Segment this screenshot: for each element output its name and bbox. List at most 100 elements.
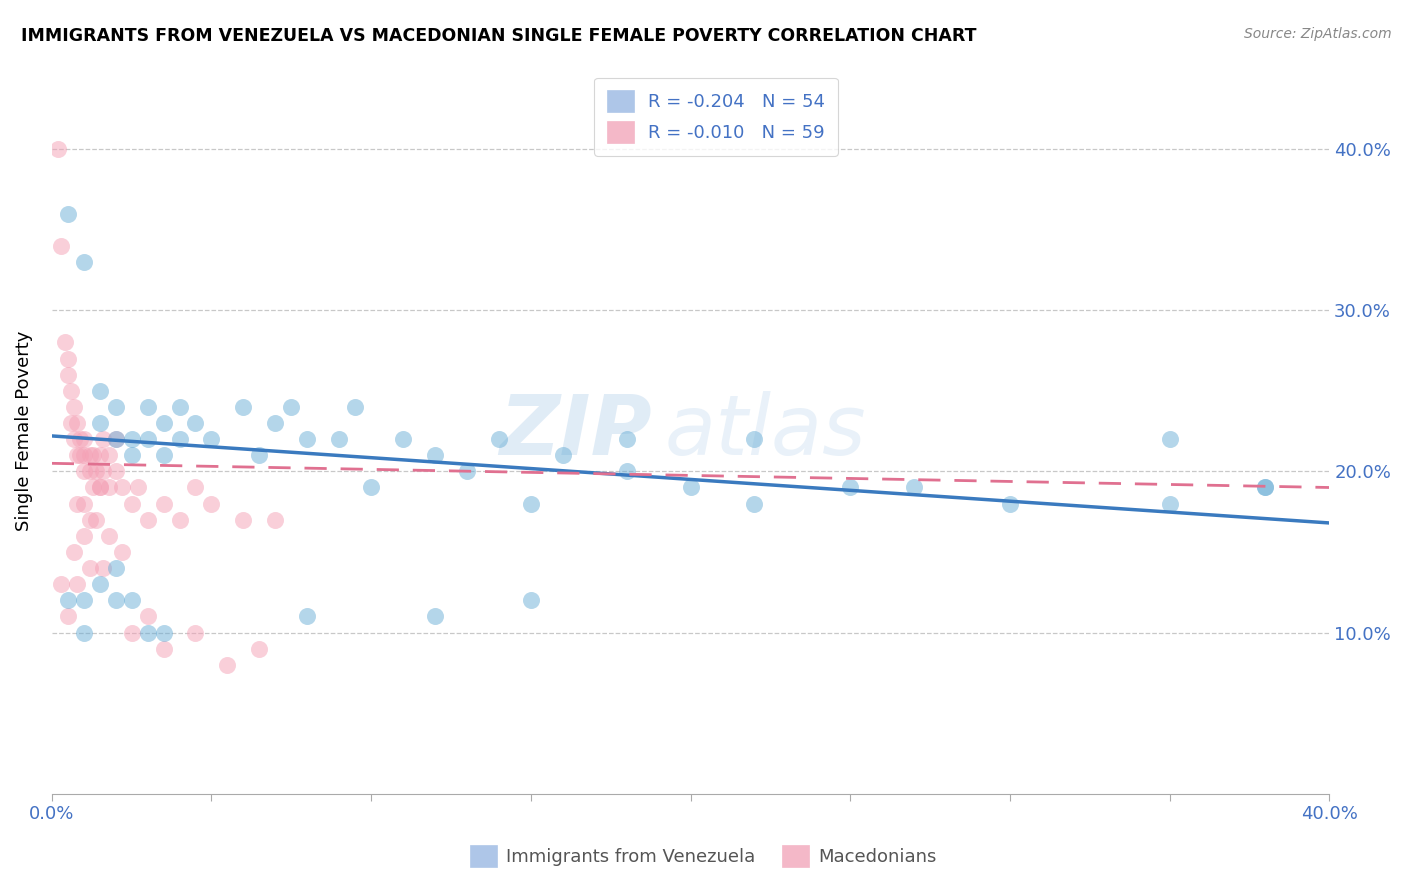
Point (1159, 497, 1181, 511)
Point (136, 513, 159, 527)
Point (280, 400, 302, 414)
Point (91, 561, 114, 575)
Point (73, 255, 96, 269)
Legend: R = -0.204   N = 54, R = -0.010   N = 59: R = -0.204 N = 54, R = -0.010 N = 59 (595, 78, 838, 156)
Point (104, 432, 127, 446)
Point (79, 561, 101, 575)
Point (423, 609, 446, 624)
Point (56, 206, 79, 220)
Point (98, 529, 121, 543)
Point (121, 497, 143, 511)
Point (488, 432, 510, 446)
Point (344, 400, 367, 414)
Point (423, 448, 446, 462)
Point (152, 497, 174, 511)
Point (89, 481, 111, 495)
Point (136, 432, 159, 446)
Point (63, 400, 86, 414)
Point (232, 400, 254, 414)
Point (86, 513, 108, 527)
Point (169, 400, 191, 414)
Point (247, 641, 270, 656)
Point (104, 464, 127, 478)
Point (152, 448, 174, 462)
Point (152, 416, 174, 430)
Point (136, 625, 159, 640)
Point (136, 400, 159, 414)
Point (104, 432, 127, 446)
Point (86, 464, 108, 478)
Point (79, 448, 101, 462)
Point (82, 481, 104, 495)
Point (152, 625, 174, 640)
Point (91, 432, 114, 446)
Point (264, 513, 287, 527)
Point (89, 481, 111, 495)
Point (169, 513, 191, 527)
Point (59, 416, 82, 430)
Point (111, 545, 134, 559)
Point (903, 481, 925, 495)
Point (679, 481, 702, 495)
Point (73, 432, 96, 446)
Point (66, 416, 89, 430)
Point (392, 432, 415, 446)
Point (121, 432, 143, 446)
Point (520, 593, 543, 607)
Point (1254, 481, 1277, 495)
Point (551, 448, 574, 462)
Point (232, 513, 254, 527)
Point (217, 657, 239, 672)
Point (59, 384, 82, 398)
Point (82, 448, 104, 462)
Text: IMMIGRANTS FROM VENEZUELA VS MACEDONIAN SINGLE FEMALE POVERTY CORRELATION CHART: IMMIGRANTS FROM VENEZUELA VS MACEDONIAN … (21, 27, 977, 45)
Text: atlas: atlas (665, 391, 866, 472)
Point (104, 593, 127, 607)
Point (98, 481, 121, 495)
Point (328, 432, 350, 446)
Point (46, 142, 69, 156)
Point (56, 368, 79, 382)
Point (51, 239, 73, 253)
Point (56, 593, 79, 607)
Point (360, 481, 382, 495)
Point (91, 464, 114, 478)
Point (200, 497, 222, 511)
Legend: Immigrants from Venezuela, Macedonians: Immigrants from Venezuela, Macedonians (463, 838, 943, 874)
Point (73, 448, 96, 462)
Point (73, 497, 96, 511)
Point (66, 497, 89, 511)
Point (184, 481, 207, 495)
Point (121, 448, 143, 462)
Point (111, 481, 134, 495)
Point (152, 641, 174, 656)
Point (1159, 432, 1181, 446)
Point (127, 481, 149, 495)
Point (297, 432, 319, 446)
Point (73, 625, 96, 640)
Point (121, 625, 143, 640)
Point (89, 448, 111, 462)
Point (56, 609, 79, 624)
Point (73, 529, 96, 543)
Point (51, 577, 73, 591)
Point (456, 464, 478, 478)
Point (89, 416, 111, 430)
Point (520, 497, 543, 511)
Point (56, 351, 79, 366)
Point (1254, 481, 1277, 495)
Point (744, 432, 766, 446)
Point (73, 464, 96, 478)
Point (89, 384, 111, 398)
Point (79, 464, 101, 478)
Point (998, 497, 1021, 511)
Text: ZIP: ZIP (499, 391, 652, 472)
Point (69, 448, 91, 462)
Point (264, 416, 287, 430)
Point (79, 513, 101, 527)
Point (66, 577, 89, 591)
Point (169, 432, 191, 446)
Point (200, 432, 222, 446)
Point (247, 448, 270, 462)
Point (616, 432, 638, 446)
